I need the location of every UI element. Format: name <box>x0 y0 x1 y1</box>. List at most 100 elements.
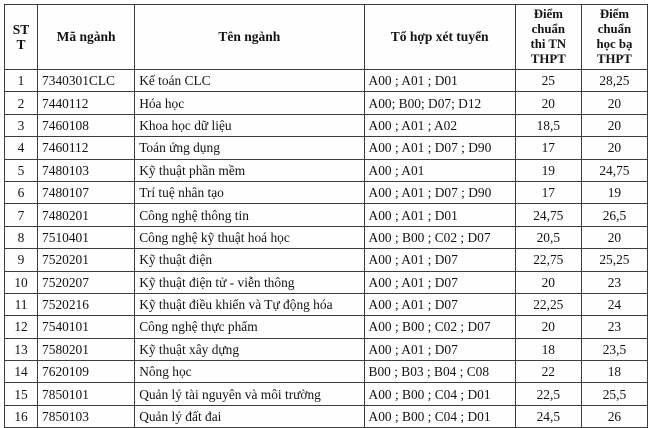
table-row: 3 7460108 Khoa học dữ liệu A00 ; A01 ; A02 1… <box>3 113 649 138</box>
exam-score: 17 <box>514 136 582 160</box>
subject-combination: A00 ; A01 ; A02 <box>363 113 516 138</box>
table-row: 11 7520216 Kỹ thuật điều khiển và Tự động … <box>3 292 649 317</box>
table-row: 9 7520201 Kỹ thuật điện A00 ; A01 ; D07 22,7… <box>3 248 649 272</box>
program-name: Kế toán CLC <box>134 68 365 93</box>
transcript-score: 20 <box>580 225 649 250</box>
program-name: Kỹ thuật điện <box>134 248 365 272</box>
column-header-name: Tên ngành <box>134 4 365 70</box>
subject-combination: A00 ; A01 ; D07 <box>363 292 516 317</box>
row-index: 15 <box>3 382 39 406</box>
column-header-transcript-score: Điểm chuẩn học bạ THPT <box>580 4 649 70</box>
subject-combination: A00 ; B00 ; C02 ; D07 <box>363 225 516 250</box>
exam-score: 17 <box>514 180 582 205</box>
column-header-exam-score-line1: Điểm <box>533 7 563 21</box>
row-index: 9 <box>3 248 39 272</box>
program-name: Kỹ thuật điện tử - viễn thông <box>134 270 365 294</box>
column-header-transcript-score-line3: học bạ <box>596 37 633 51</box>
exam-score: 22 <box>514 360 582 384</box>
program-name: Toán ứng dụng <box>134 136 365 160</box>
row-index: 10 <box>3 270 39 294</box>
program-name: Quản lý tài nguyên và môi trường <box>134 382 365 406</box>
exam-score: 20 <box>514 270 582 294</box>
program-code: 7510401 <box>37 225 136 250</box>
subject-combination: A00 ; B00 ; C04 ; D01 <box>363 404 516 428</box>
row-index: 6 <box>3 180 39 205</box>
program-code: 7460108 <box>37 113 136 138</box>
transcript-score: 28,25 <box>580 68 649 93</box>
row-index: 7 <box>3 203 39 227</box>
table-row: 14 7620109 Nông học B00 ; B03 ; B04 ; C08 22… <box>3 360 649 384</box>
table-row: 4 7460112 Toán ứng dụng A00 ; A01 ; D07 ; D… <box>3 136 649 160</box>
column-header-code: Mã ngành <box>37 4 136 70</box>
subject-combination: A00; B00; D07; D12 <box>363 91 516 115</box>
exam-score: 18,5 <box>514 113 582 138</box>
program-name: Kỹ thuật xây dựng <box>134 337 365 362</box>
exam-score: 22,5 <box>514 382 582 406</box>
program-code: 7520207 <box>37 270 136 294</box>
row-index: 2 <box>3 91 39 115</box>
exam-score: 19 <box>514 158 582 182</box>
table-row: 1 7340301CLC Kế toán CLC A00 ; A01 ; D01 25 2… <box>3 68 649 93</box>
transcript-score: 24 <box>580 292 649 317</box>
row-index: 8 <box>3 225 39 250</box>
transcript-score: 24,75 <box>580 158 649 182</box>
table-row: 10 7520207 Kỹ thuật điện tử - viễn thông A0… <box>3 270 649 294</box>
program-name: Kỹ thuật phần mềm <box>134 158 365 182</box>
exam-score: 24,75 <box>514 203 582 227</box>
transcript-score: 25,25 <box>580 248 649 272</box>
program-name: Khoa học dữ liệu <box>134 113 365 138</box>
exam-score: 20 <box>514 91 582 115</box>
exam-score: 24,5 <box>514 404 582 428</box>
row-index: 13 <box>3 337 39 362</box>
column-header-exam-score-line4: THPT <box>530 52 566 66</box>
subject-combination: A00 ; A01 ; D07 ; D90 <box>363 180 516 205</box>
exam-score: 22,25 <box>514 292 582 317</box>
admission-score-table: ST T Mã ngành Tên ngành Tổ hợp xét tuyển… <box>3 4 649 428</box>
subject-combination: A00 ; B00 ; C02 ; D07 <box>363 315 516 339</box>
transcript-score: 19 <box>580 180 649 205</box>
row-index: 4 <box>3 136 39 160</box>
program-name: Công nghệ thực phẩm <box>134 315 365 339</box>
subject-combination: B00 ; B03 ; B04 ; C08 <box>363 360 516 384</box>
column-header-exam-score-line2: chuẩn <box>531 22 566 36</box>
header-row: ST T Mã ngành Tên ngành Tổ hợp xét tuyển… <box>3 4 649 70</box>
table-row: 6 7480107 Trí tuệ nhân tạo A00 ; A01 ; D07 … <box>3 180 649 205</box>
program-code: 7440112 <box>37 91 136 115</box>
table-body: 1 7340301CLC Kế toán CLC A00 ; A01 ; D01 25 2… <box>3 68 649 428</box>
program-code: 7580201 <box>37 337 136 362</box>
row-index: 14 <box>3 360 39 384</box>
program-name: Nông học <box>134 360 365 384</box>
program-name: Công nghệ thông tin <box>134 203 365 227</box>
table-header: ST T Mã ngành Tên ngành Tổ hợp xét tuyển… <box>3 4 649 70</box>
column-header-transcript-score-line4: THPT <box>597 52 632 66</box>
table-row: 15 7850101 Quản lý tài nguyên và môi trườn… <box>3 382 649 406</box>
subject-combination: A00 ; A01 <box>363 158 516 182</box>
subject-combination: A00 ; A01 ; D01 <box>363 68 516 93</box>
subject-combination: A00 ; A01 ; D07 ; D90 <box>363 136 516 160</box>
program-name: Trí tuệ nhân tạo <box>134 180 365 205</box>
program-code: 7620109 <box>37 360 136 384</box>
program-name: Hóa học <box>134 91 365 115</box>
program-code: 7480103 <box>37 158 136 182</box>
program-code: 7520201 <box>37 248 136 272</box>
column-header-transcript-score-line2: chuẩn <box>597 22 632 36</box>
program-name: Kỹ thuật điều khiển và Tự động hóa <box>134 292 365 317</box>
transcript-score: 26,5 <box>580 203 649 227</box>
column-header-stt-line1: ST <box>12 21 30 37</box>
table-row: 7 7480201 Công nghệ thông tin A00 ; A01 ; D… <box>3 203 649 227</box>
table-row: 13 7580201 Kỹ thuật xây dựng A00 ; A01 ; D0… <box>3 337 649 362</box>
transcript-score: 18 <box>580 360 649 384</box>
row-index: 12 <box>3 315 39 339</box>
table-row: 16 7850103 Quản lý đất đai A00 ; B00 ; C04 … <box>3 404 649 428</box>
transcript-score: 20 <box>580 91 649 115</box>
program-code: 7850103 <box>37 404 136 428</box>
row-index: 16 <box>3 404 39 428</box>
table-row: 8 7510401 Công nghệ kỹ thuật hoá học A00 ; … <box>3 225 649 250</box>
row-index: 1 <box>3 68 39 93</box>
program-code: 7460112 <box>37 136 136 160</box>
table-row: 5 7480103 Kỹ thuật phần mềm A00 ; A01 19 24,7… <box>3 158 649 182</box>
exam-score: 22,75 <box>514 248 582 272</box>
row-index: 5 <box>3 158 39 182</box>
column-header-exam-score: Điểm chuẩn thi TN THPT <box>514 4 582 70</box>
column-header-combination: Tổ hợp xét tuyển <box>363 4 516 70</box>
